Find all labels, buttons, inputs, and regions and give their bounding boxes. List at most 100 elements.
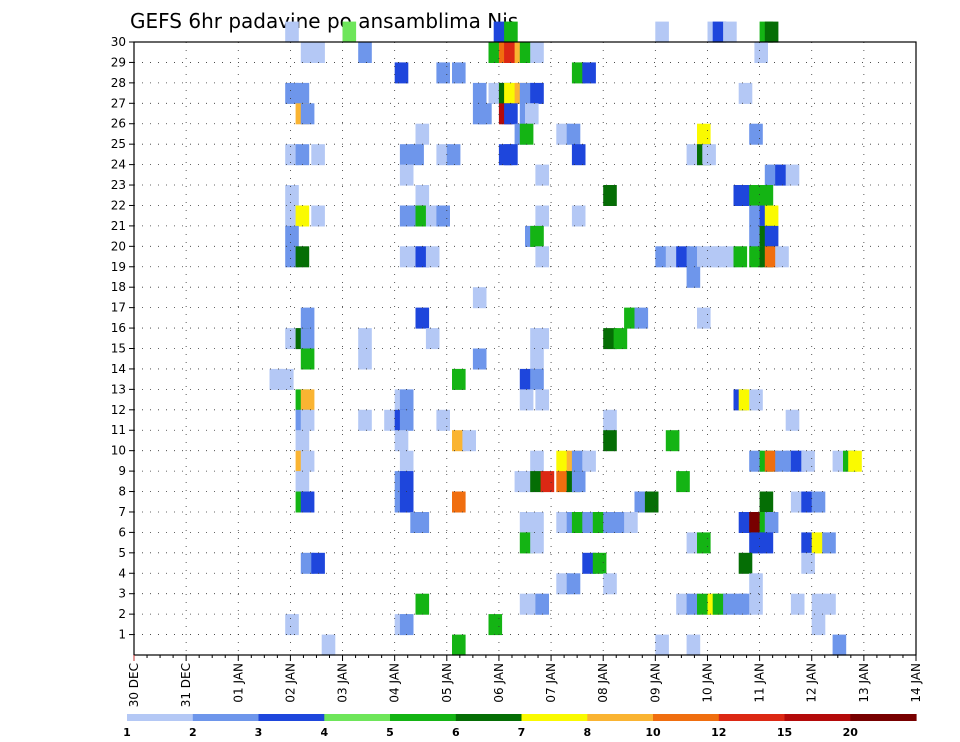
y-tick-label: 15 <box>111 342 126 356</box>
legend-level-label: 4 <box>320 726 328 739</box>
heatmap-cell <box>571 205 586 227</box>
heatmap-cell <box>655 246 669 268</box>
heatmap-cell <box>738 512 753 533</box>
heatmap-cell <box>571 471 586 493</box>
heatmap-cell <box>603 328 617 350</box>
y-tick-label: 9 <box>118 464 126 478</box>
y-tick-label: 18 <box>111 280 126 294</box>
heatmap-cell <box>738 552 753 574</box>
heatmap-cell <box>342 21 357 43</box>
heatmap-cell <box>530 512 544 533</box>
heatmap-cell <box>530 368 544 390</box>
heatmap-cell <box>452 62 466 84</box>
y-tick-label: 14 <box>111 362 126 376</box>
heatmap-cell <box>749 123 763 145</box>
heatmap-cell <box>504 144 518 166</box>
heatmap-cell <box>530 532 544 554</box>
heatmap-cell <box>634 307 649 329</box>
heatmap-cell <box>603 430 617 452</box>
legend-level-label: 10 <box>645 726 661 739</box>
y-tick-label: 17 <box>111 301 126 315</box>
heatmap-cell <box>504 42 518 63</box>
heatmap-cell <box>425 328 440 350</box>
heatmap-cell <box>358 328 372 350</box>
heatmap-cell <box>311 205 325 227</box>
heatmap-cell <box>754 42 768 63</box>
heatmap-cell <box>472 82 487 104</box>
heatmap-cell <box>519 532 534 554</box>
heatmap-cell <box>749 246 763 268</box>
x-tick-label: 07 JAN <box>544 663 558 703</box>
heatmap-cell <box>749 389 763 411</box>
heatmap-cell <box>535 246 549 268</box>
x-tick-label: 14 JAN <box>909 663 923 703</box>
color-legend: 1 2 3 4 5 6 7 8 10 12 15 20 <box>123 714 917 739</box>
chart-title: GEFS 6hr padavine po ansamblima Nis <box>130 9 518 33</box>
heatmap-cell <box>311 144 325 166</box>
heatmap-cell <box>712 246 727 268</box>
heatmap-cell <box>530 225 544 247</box>
heatmap-cell <box>634 491 649 513</box>
heatmap-cell <box>723 246 737 268</box>
heatmap-cell <box>285 614 299 636</box>
heatmap-cell <box>285 246 299 268</box>
legend-swatch <box>653 714 720 721</box>
heatmap-cell <box>764 246 779 268</box>
heatmap-cell <box>801 450 815 472</box>
heatmap-cell <box>822 532 836 554</box>
y-tick-label: 2 <box>118 607 126 621</box>
y-tick-label: 24 <box>111 158 126 172</box>
heatmap-cell <box>436 205 450 227</box>
x-tick-label: 30 DEC <box>127 663 141 707</box>
heatmap-cell <box>530 348 544 370</box>
heatmap-cell <box>295 205 310 227</box>
legend-swatch <box>258 714 325 721</box>
y-tick-label: 10 <box>111 444 126 458</box>
heatmap-cell <box>285 205 299 227</box>
heatmap-cell <box>775 450 789 472</box>
heatmap-cell <box>665 246 680 268</box>
heatmap-cell <box>749 185 763 206</box>
legend-swatch <box>521 714 588 721</box>
heatmap-cell <box>738 389 753 411</box>
heatmap-cell <box>556 573 570 595</box>
heatmap-cell <box>519 389 534 411</box>
heatmap-cell <box>540 471 555 493</box>
x-tick-label: 02 JAN <box>283 663 297 703</box>
heatmap-cell <box>665 430 680 452</box>
heatmap-cell <box>582 450 596 472</box>
heatmap-cell <box>280 368 294 390</box>
heatmap-cell <box>566 123 581 145</box>
y-tick-label: 11 <box>111 423 126 437</box>
heatmap-cell <box>686 593 701 615</box>
heatmap-cell <box>311 42 325 63</box>
heatmap-cell <box>697 532 711 554</box>
heatmap-cell <box>399 471 414 493</box>
heatmap-cell <box>535 593 549 615</box>
x-axis: 30 DEC 31 DEC 01 JAN 02 JAN 03 JAN 04 JAN 05 J… <box>127 655 923 707</box>
legend-swatch <box>390 714 457 721</box>
heatmap-cell <box>300 552 315 574</box>
heatmap-cell <box>519 593 534 615</box>
heatmap-cell <box>613 512 628 533</box>
x-tick-label: 03 JAN <box>336 663 350 703</box>
x-tick-label: 31 DEC <box>179 663 193 707</box>
heatmap-cell <box>566 573 581 595</box>
heatmap-cell <box>697 123 711 145</box>
heatmap-cell <box>530 42 544 63</box>
y-tick-label: 23 <box>111 178 126 192</box>
heatmap-cell <box>530 471 544 493</box>
heatmap-cell <box>832 450 847 472</box>
legend-swatch <box>324 714 391 721</box>
heatmap-cell <box>415 185 430 206</box>
heatmap-cell <box>686 144 701 166</box>
heatmap-cell <box>749 512 763 533</box>
heatmap-cell <box>525 103 539 125</box>
y-tick-label: 3 <box>118 587 126 601</box>
heatmap-cell <box>749 225 763 247</box>
heatmap-cell <box>358 409 372 431</box>
heatmap-cell <box>535 205 549 227</box>
heatmap-cell <box>764 225 779 247</box>
heatmap-cell <box>452 430 466 452</box>
heatmap-cell <box>655 21 669 43</box>
